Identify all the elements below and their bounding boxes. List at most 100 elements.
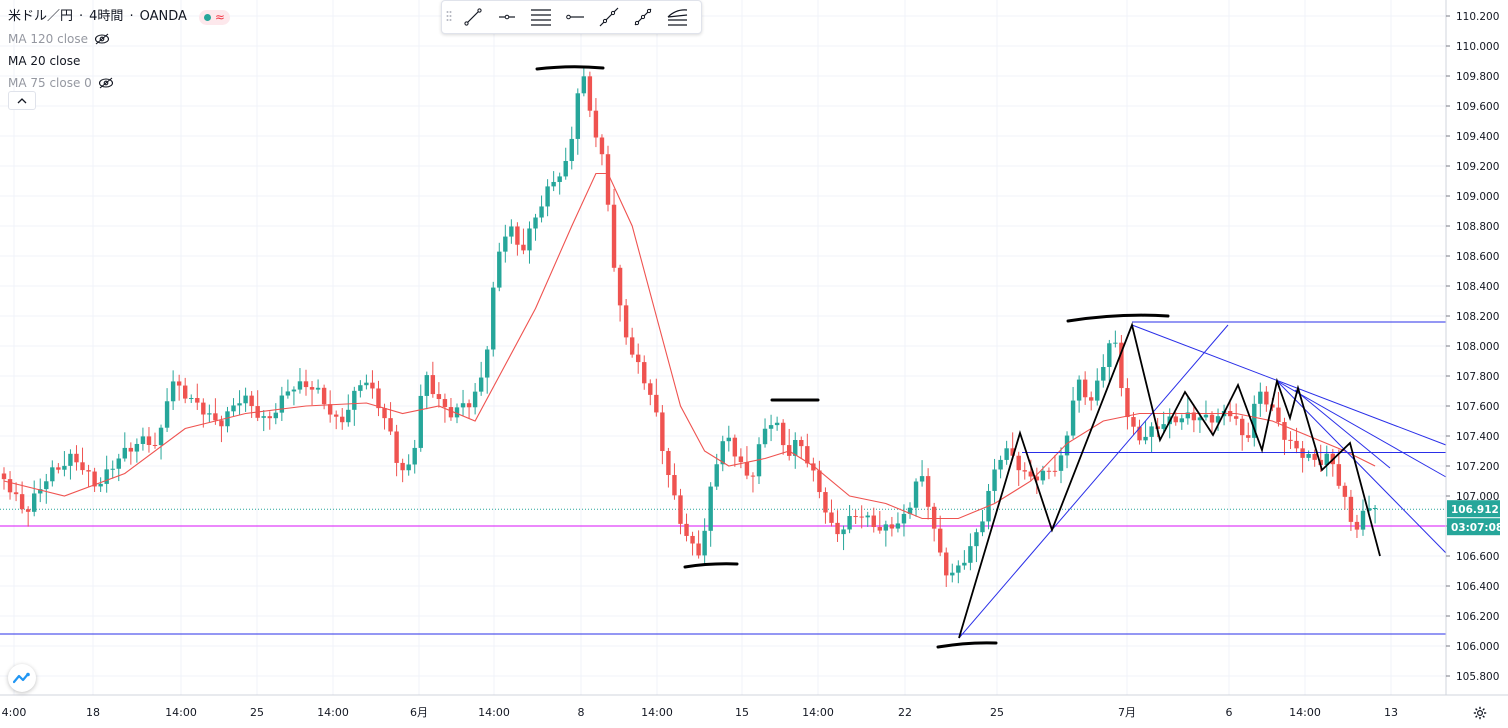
trend-line-icon[interactable] [456,1,490,33]
hidden-eye-icon[interactable] [98,77,114,89]
candle-body [183,385,188,399]
indicator-row-ma20[interactable]: MA 20 close [8,50,230,72]
candle [557,172,562,195]
price-tick-label: 105.800 [1456,671,1499,683]
candle-body [1258,391,1263,404]
candle-body [907,507,913,514]
market-status-badge[interactable]: ≈ [198,9,230,25]
candle-body [539,206,544,218]
candle [297,368,303,394]
candle-body [237,403,242,406]
candle-body [835,522,840,535]
candle-body [702,530,707,556]
candle [358,380,363,398]
candle-body [974,532,979,547]
candle [116,453,121,482]
candle [913,478,919,517]
candle [44,473,49,504]
candle-body [992,469,997,491]
candle-body [587,76,593,111]
symbol-row[interactable]: 米ドル／円 · 4時間 · OANDA ≈ [8,6,230,28]
candle [140,427,146,451]
tradingview-logo-icon[interactable] [8,664,36,692]
candle-body [956,565,961,573]
candle-body [340,416,345,423]
candle [478,361,484,396]
candle [201,398,206,428]
candle [768,414,774,442]
candle-body [980,521,985,533]
candle-body [7,479,13,493]
candle [1022,462,1027,480]
time-tick-label: 7月 [1118,706,1136,719]
candle [346,394,351,427]
candle-body [110,468,115,470]
candle [702,518,707,564]
candle [376,380,381,417]
candle [1034,467,1040,495]
candle [762,418,768,448]
candle-body [376,388,381,409]
candle [7,471,13,500]
candle-body [1131,417,1136,427]
candle [1354,514,1360,538]
settings-gear-icon[interactable] [1467,701,1493,725]
candle-body [708,486,713,531]
extended-line-icon[interactable] [592,1,626,33]
candle [551,171,556,192]
time-tick-label: 25 [990,706,1004,719]
trend-line-up [958,324,1229,639]
candle [599,134,605,166]
candle-body [1095,380,1100,401]
candle [267,411,272,430]
candle-body [364,382,369,386]
candle-body [515,226,520,245]
candle [623,299,629,345]
indicator-row-ma120[interactable]: MA 120 close [8,28,230,50]
candle [183,377,188,404]
candle [466,399,472,420]
price-tick-label: 110.200 [1456,11,1499,23]
ray-icon[interactable] [490,1,524,33]
bottom-marker [936,641,998,649]
fib-fan-icon[interactable] [660,1,694,33]
candle [243,387,248,412]
drawings [535,65,1447,649]
info-line-icon[interactable] [626,1,660,33]
candle-body [768,425,774,429]
candle-body [799,440,804,447]
candle [992,458,997,503]
parallel-channel-icon[interactable] [524,1,558,33]
indicator-row-ma75[interactable]: MA 75 close 0 [8,72,230,94]
candle [648,379,653,406]
candle [1095,368,1100,406]
candle [56,463,61,474]
candle-body [1070,400,1076,436]
candle-body [207,413,212,415]
candle-body [140,436,146,444]
candle-body [1354,521,1360,530]
hidden-eye-icon[interactable] [94,33,110,45]
candle [998,455,1003,479]
candle-body [1082,379,1088,398]
candle-body [1366,508,1372,511]
candle [448,397,454,421]
candle-body [720,441,725,465]
candle-body [1197,417,1203,421]
candle-body [865,515,870,518]
drag-handle-icon[interactable] [442,1,456,33]
candle [158,424,164,460]
candle-body [611,204,617,268]
time-axis: 4:00 18 14:00 25 14:00 6月 14:00 8 14:00 15 14:00 22… [0,694,1508,719]
candle-body [466,403,472,408]
candle [261,410,266,432]
horizontal-ray-icon[interactable] [558,1,592,33]
time-tick-label: 14:00 [165,706,197,719]
candle [907,502,913,519]
candle-body [672,475,677,496]
candle [611,188,617,272]
collapse-legend-button[interactable] [8,91,36,110]
candle-body [285,391,291,396]
candle [974,528,979,563]
